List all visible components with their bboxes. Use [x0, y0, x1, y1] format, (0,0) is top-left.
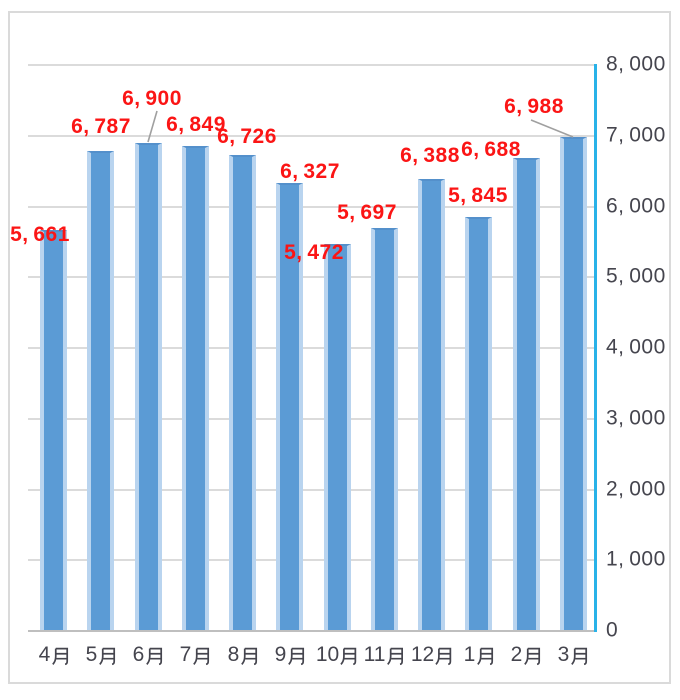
data-label-month-2: 6, 688: [461, 138, 521, 161]
month-kanji-icon: [287, 647, 304, 665]
month-kanji-icon: [386, 647, 403, 665]
x-tick-label-month-4: 4: [39, 643, 70, 667]
data-label-month-5: 6, 787: [71, 115, 131, 138]
data-label-month-7: 6, 849: [166, 113, 226, 136]
bar-month-10: [323, 244, 351, 631]
x-tick-label-month-3: 3: [558, 643, 589, 667]
x-tick-label-month-5: 5: [86, 643, 117, 667]
bar-month-3: [559, 137, 587, 631]
data-label-month-11: 5, 697: [337, 201, 397, 224]
y-tick-label-5000: 5, 000: [606, 264, 666, 288]
x-tick-label-month-1: 1: [464, 643, 495, 667]
month-kanji-icon: [435, 647, 452, 665]
month-number: 8: [227, 643, 240, 666]
bar-month-7: [181, 146, 209, 631]
month-kanji-icon: [240, 647, 257, 665]
month-number: 4: [38, 643, 51, 666]
gridline-6000: [28, 206, 595, 208]
month-kanji-icon: [51, 647, 68, 665]
data-label-month-8: 6, 726: [217, 125, 277, 148]
x-tick-label-month-10: 10: [316, 643, 358, 667]
x-tick-label-month-7: 7: [180, 643, 211, 667]
bar-month-9: [276, 183, 304, 631]
gridline-3000: [28, 418, 595, 420]
bar-month-2: [512, 158, 540, 631]
bar-month-11: [370, 228, 398, 631]
y-axis-line: [594, 64, 597, 632]
data-label-month-1: 5, 845: [448, 184, 508, 207]
bar-month-8: [229, 155, 257, 631]
month-kanji-icon: [523, 647, 540, 665]
data-label-month-4: 5, 661: [10, 223, 70, 246]
month-number: 9: [274, 643, 287, 666]
data-label-month-6: 6, 900: [122, 87, 182, 110]
x-axis-line: [28, 630, 597, 632]
gridline-1000: [28, 559, 595, 561]
month-kanji-icon: [340, 647, 357, 665]
month-kanji-icon: [98, 647, 115, 665]
y-tick-label-8000: 8, 000: [606, 52, 666, 76]
x-tick-label-month-9: 9: [275, 643, 306, 667]
bar-month-12: [418, 179, 446, 631]
month-kanji-icon: [476, 647, 493, 665]
y-tick-label-0: 0: [606, 618, 619, 642]
month-number: 5: [85, 643, 98, 666]
bar-month-4: [40, 230, 68, 631]
data-label-month-9: 6, 327: [280, 160, 340, 183]
data-label-month-12: 6, 388: [400, 144, 460, 167]
y-tick-label-6000: 6, 000: [606, 194, 666, 218]
y-tick-label-4000: 4, 000: [606, 335, 666, 359]
y-tick-label-1000: 1, 000: [606, 547, 666, 571]
data-label-month-10: 5, 472: [284, 241, 344, 264]
gridline-7000: [28, 135, 595, 137]
gridline-2000: [28, 489, 595, 491]
y-tick-label-2000: 2, 000: [606, 477, 666, 501]
x-tick-label-month-2: 2: [511, 643, 542, 667]
month-number: 1: [463, 643, 476, 666]
x-tick-label-month-12: 12: [411, 643, 453, 667]
month-number: 3: [557, 643, 570, 666]
bar-month-5: [87, 151, 115, 631]
month-number: 10: [315, 643, 340, 666]
month-number: 7: [179, 643, 192, 666]
month-number: 2: [510, 643, 523, 666]
month-number: 12: [410, 643, 435, 666]
data-label-month-3: 6, 988: [504, 95, 564, 118]
x-tick-label-month-8: 8: [228, 643, 259, 667]
month-kanji-icon: [145, 647, 162, 665]
x-tick-label-month-11: 11: [364, 643, 405, 667]
x-tick-label-month-6: 6: [133, 643, 164, 667]
gridline-4000: [28, 347, 595, 349]
y-tick-label-7000: 7, 000: [606, 123, 666, 147]
gridline-8000: [28, 64, 595, 66]
month-kanji-icon: [192, 647, 209, 665]
month-number: 11: [363, 643, 386, 666]
y-tick-label-3000: 3, 000: [606, 406, 666, 430]
month-kanji-icon: [570, 647, 587, 665]
month-number: 6: [132, 643, 145, 666]
bar-month-6: [134, 143, 162, 631]
bar-month-1: [465, 217, 493, 631]
gridline-5000: [28, 276, 595, 278]
